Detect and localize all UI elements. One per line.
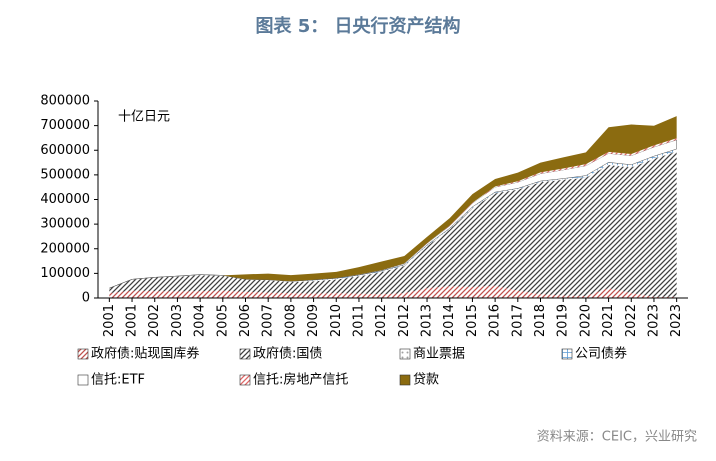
x-tick-label: 2002	[147, 304, 162, 337]
legend-label: 贷款	[413, 373, 439, 388]
legend-swatch	[239, 374, 251, 386]
x-tick-label: 2003	[170, 304, 185, 337]
x-tick-label: 2011	[351, 304, 366, 337]
y-tick-label: 600000	[40, 143, 90, 158]
x-tick-label: 2014	[442, 304, 457, 337]
y-tick-label: 700000	[40, 118, 90, 133]
legend-swatch	[561, 348, 573, 360]
area	[109, 285, 677, 298]
x-tick-label: 2009	[306, 304, 321, 337]
legend-swatch	[399, 348, 411, 360]
x-tick-label: 2005	[215, 304, 230, 337]
x-tick-label: 2013	[420, 304, 435, 337]
y-tick-label: 400000	[40, 192, 90, 207]
legend-label: 政府债:贴现国库券	[91, 346, 199, 362]
x-tick-label: 2001	[125, 304, 140, 337]
x-tick-label: 2010	[329, 304, 344, 337]
y-tick-label: 800000	[40, 94, 90, 109]
x-tick-label: 2017	[510, 304, 525, 337]
legend-swatch	[399, 374, 411, 386]
x-tick-label: 2012	[397, 304, 412, 337]
x-tick-label: 2016	[488, 304, 503, 337]
y-tick-label: 0	[82, 291, 90, 306]
x-tick-label: 2008	[283, 304, 298, 337]
area	[109, 151, 677, 297]
y-tick-label: 500000	[40, 167, 90, 182]
legend-swatch	[77, 348, 89, 360]
legend-label: 信托:ETF	[91, 373, 145, 388]
area	[109, 116, 677, 289]
legend-label: 信托:房地产信托	[253, 372, 348, 388]
x-tick-label: 2007	[261, 304, 276, 337]
x-tick-label: 2012	[374, 304, 389, 337]
x-tick-label: 2018	[533, 304, 548, 337]
source-note: 资料来源：CEIC，兴业研究	[537, 430, 697, 445]
x-tick-label: 2019	[556, 304, 571, 337]
legend-swatch	[77, 374, 89, 386]
legend-label: 公司债券	[575, 346, 627, 362]
x-tick-label: 2021	[601, 304, 616, 337]
x-tick-label: 2001	[102, 304, 117, 337]
x-tick-label: 2023	[646, 304, 661, 337]
x-tick-label: 2015	[465, 304, 480, 337]
x-tick-label: 2006	[238, 304, 253, 337]
legend-label: 商业票据	[413, 347, 465, 362]
x-tick-label: 2022	[624, 304, 639, 337]
chart-title: 图表 5： 日央行资产结构	[255, 15, 460, 37]
x-tick-label: 2023	[669, 304, 684, 337]
y-tick-label: 100000	[40, 266, 90, 281]
unit-label: 十亿日元	[118, 110, 170, 125]
area	[109, 138, 677, 289]
x-tick-label: 2020	[578, 304, 593, 337]
y-tick-label: 300000	[40, 217, 90, 232]
legend-label: 政府债:国债	[253, 347, 322, 362]
x-tick-label: 2004	[193, 304, 208, 337]
y-tick-label: 200000	[40, 241, 90, 256]
legend-swatch	[239, 348, 251, 360]
